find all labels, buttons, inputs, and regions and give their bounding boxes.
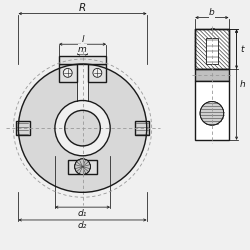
Text: m: m [78, 45, 87, 54]
Bar [195, 30, 229, 69]
Circle shape [55, 100, 110, 156]
Text: h: h [240, 80, 245, 89]
Circle shape [18, 64, 147, 192]
Bar [59, 64, 76, 82]
Text: b: b [209, 8, 215, 17]
Circle shape [63, 68, 72, 77]
Bar [59, 56, 106, 64]
Text: l: l [81, 35, 84, 44]
Bar [206, 38, 218, 64]
Circle shape [200, 102, 224, 125]
Bar [195, 30, 229, 69]
Circle shape [75, 159, 90, 174]
Bar [135, 121, 149, 135]
Text: d₂: d₂ [78, 222, 87, 230]
Bar [195, 81, 229, 140]
Text: G: G [209, 28, 215, 37]
Text: d₁: d₁ [78, 208, 87, 218]
Text: R: R [79, 3, 86, 13]
Bar [76, 64, 88, 100]
Bar [68, 160, 97, 173]
Bar [16, 121, 30, 135]
Circle shape [93, 68, 102, 77]
Text: t: t [241, 45, 244, 54]
Circle shape [65, 110, 100, 146]
Bar [88, 64, 106, 82]
Bar [195, 69, 229, 81]
